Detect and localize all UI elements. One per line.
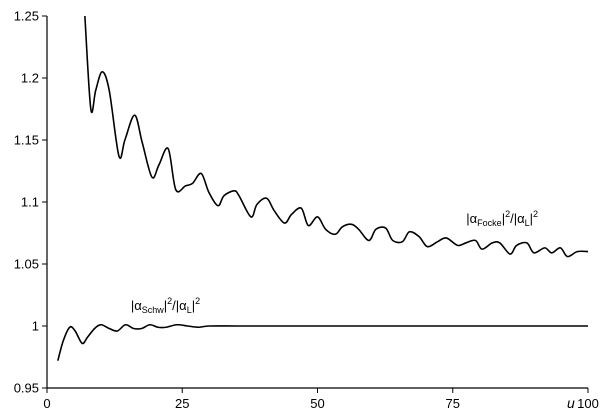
y-tick-label: 1.15 (14, 133, 39, 148)
y-axis-ticks: 0.95 1 1.05 1.1 1.15 1.2 1.25 (14, 9, 47, 396)
y-tick-label: 1.1 (21, 195, 39, 210)
series-line-schw (57, 323, 588, 361)
y-tick-label: 1.25 (14, 9, 39, 24)
annotation-schw: |αSchw|2/|αL|2 (131, 296, 200, 315)
y-tick-label: 1.05 (14, 257, 39, 272)
series-lines (57, 15, 589, 361)
x-tick-label: 25 (175, 396, 189, 411)
y-tick-label: 0.95 (14, 381, 39, 396)
axes (46, 16, 588, 389)
x-tick-label: 0 (43, 396, 50, 411)
x-axis-label: u (567, 395, 575, 411)
annotation-focke: |αFocke|2/|αL|2 (466, 209, 538, 228)
series-annotations: |αFocke|2/|αL|2 |αSchw|2/|αL|2 (131, 209, 538, 315)
x-axis-ticks: 0 25 50 75 100 (43, 388, 599, 411)
y-tick-label: 1 (32, 319, 39, 334)
x-tick-label: 100 (577, 396, 599, 411)
x-tick-label: 50 (310, 396, 324, 411)
x-tick-label: 75 (446, 396, 460, 411)
y-tick-label: 1.2 (21, 71, 39, 86)
series-line-focke (84, 15, 589, 258)
